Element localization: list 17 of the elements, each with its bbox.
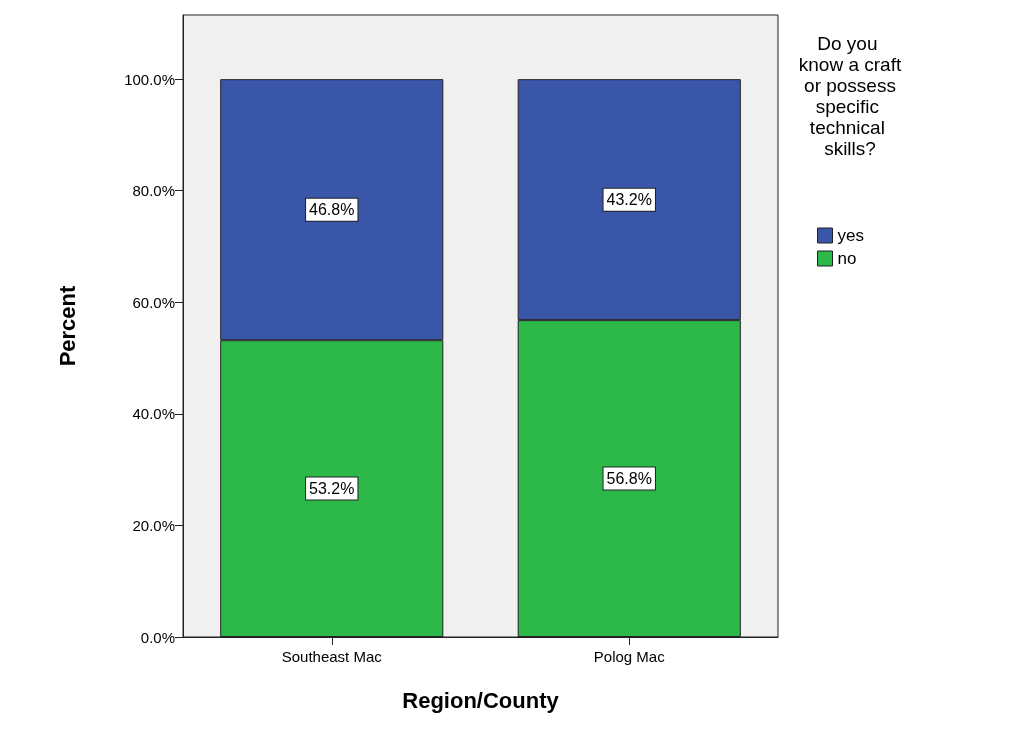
y-tick-label: 80.0% (132, 182, 175, 200)
x-tick-label: Southeast Mac (281, 648, 383, 665)
y-tick-label: 100.0% (124, 70, 175, 88)
x-tick-label: Polog Mac (593, 648, 666, 665)
y-tick-label: 60.0% (132, 293, 175, 311)
legend-label: yes (837, 226, 864, 245)
legend-title: Do you know a craft or possess specific technical skills? (798, 33, 902, 159)
data-label: 46.8% (309, 201, 355, 219)
y-axis-title: Percent (54, 284, 80, 367)
data-label: 43.2% (606, 191, 652, 209)
data-label: 56.8% (606, 470, 652, 488)
x-axis-title: Region/County (402, 687, 560, 713)
legend-label: no (837, 249, 857, 268)
data-label: 53.2% (309, 480, 355, 498)
y-tick-label: 40.0% (132, 405, 175, 423)
y-tick-label: 0.0% (140, 628, 175, 646)
y-tick-label: 20.0% (132, 516, 175, 534)
